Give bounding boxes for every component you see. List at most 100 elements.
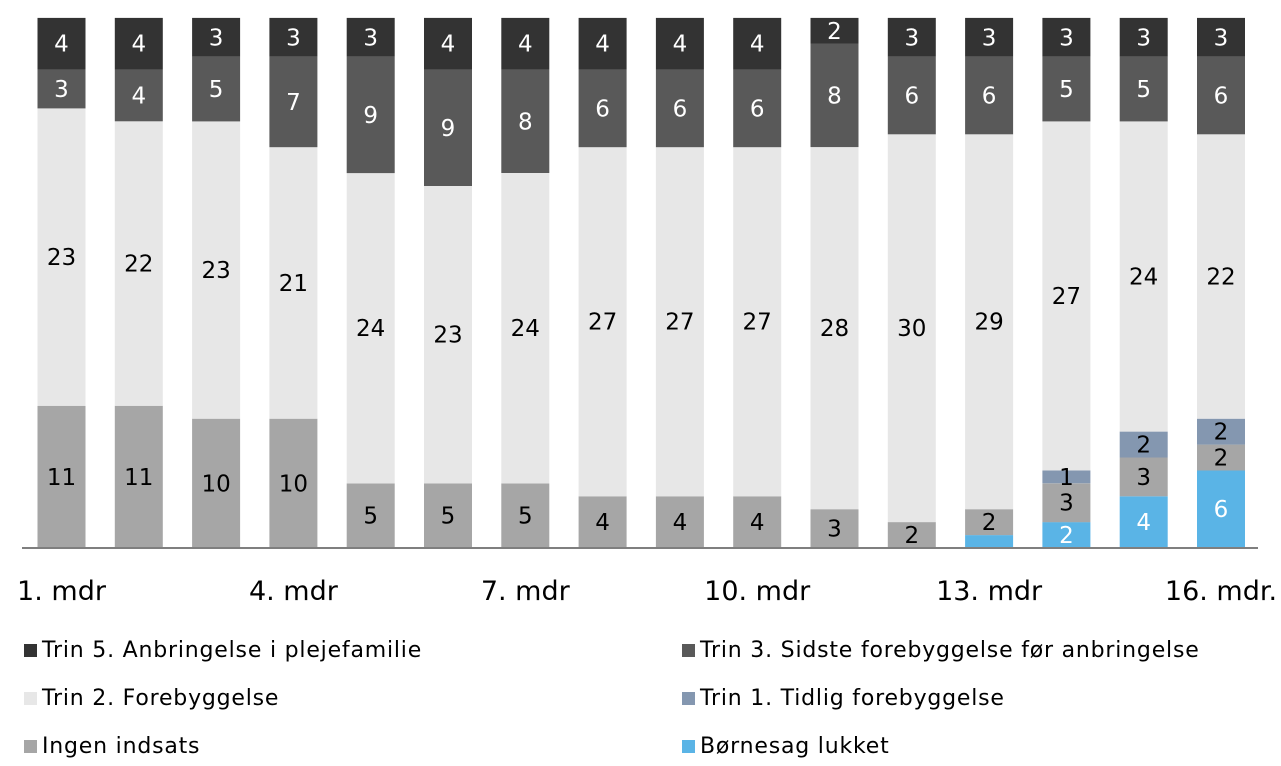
bar-segment-trin-3-sidste-forebyggelse-foer-anbringelse-11 — [810, 43, 859, 148]
data-label-ingen-indsats-15: 3 — [1136, 465, 1151, 491]
bar-segment-trin-5-anbringelse-i-plejefamilie-9 — [655, 17, 704, 70]
bar-segment-trin-5-anbringelse-i-plejefamilie-8 — [578, 17, 627, 70]
bar-segment-ingen-indsats-11 — [810, 509, 859, 548]
bar-segment-trin-2-forebyggelse-16 — [1197, 134, 1245, 419]
data-label-trin-2-forebyggelse-15: 24 — [1129, 265, 1158, 291]
bar-segment-trin-3-sidste-forebyggelse-foer-anbringelse-8 — [578, 69, 627, 148]
bar-segment-trin-2-forebyggelse-7 — [501, 173, 550, 484]
data-label-trin-5-anbringelse-i-plejefamilie-13: 3 — [982, 25, 997, 51]
data-label-trin-5-anbringelse-i-plejefamilie-8: 4 — [595, 32, 610, 58]
data-label-ingen-indsats-12: 2 — [904, 523, 919, 549]
bar-segment-trin-5-anbringelse-i-plejefamilie-7 — [501, 17, 550, 70]
bar-segment-ingen-indsats-2 — [114, 405, 163, 548]
legend-item-boernesag-lukket: Børnesag lukket — [682, 726, 890, 766]
data-label-ingen-indsats-1: 11 — [47, 465, 76, 491]
data-label-trin-2-forebyggelse-6: 23 — [433, 323, 462, 349]
data-label-trin-3-sidste-forebyggelse-foer-anbringelse-10: 6 — [750, 96, 765, 122]
data-label-trin-5-anbringelse-i-plejefamilie-9: 4 — [673, 32, 688, 58]
bar-segment-boernesag-lukket-15 — [1119, 496, 1168, 548]
data-label-trin-5-anbringelse-i-plejefamilie-14: 3 — [1059, 25, 1074, 51]
legend-label-trin-5: Trin 5. Anbringelse i plejefamilie — [42, 637, 423, 663]
data-label-trin-5-anbringelse-i-plejefamilie-5: 3 — [363, 25, 378, 51]
bar-segment-trin-3-sidste-forebyggelse-foer-anbringelse-6 — [424, 69, 472, 186]
bar-segment-trin-5-anbringelse-i-plejefamilie-2 — [114, 17, 163, 70]
legend-item-trin-2: Trin 2. Forebyggelse — [24, 678, 279, 718]
data-label-trin-5-anbringelse-i-plejefamilie-1: 4 — [54, 32, 69, 58]
stacked-bar-chart: 1123341122441023531021735249352394524844… — [17, 17, 1277, 607]
data-label-trin-3-sidste-forebyggelse-foer-anbringelse-3: 5 — [209, 77, 224, 103]
bar-segment-ingen-indsats-9 — [655, 496, 704, 548]
bar-segment-trin-3-sidste-forebyggelse-foer-anbringelse-7 — [501, 69, 550, 173]
data-label-trin-3-sidste-forebyggelse-foer-anbringelse-16: 6 — [1214, 84, 1229, 110]
bar-segment-ingen-indsats-3 — [192, 418, 241, 548]
data-label-trin-5-anbringelse-i-plejefamilie-2: 4 — [131, 32, 146, 58]
legend-label-boernesag-lukket: Børnesag lukket — [700, 733, 890, 759]
data-label-trin-5-anbringelse-i-plejefamilie-4: 3 — [286, 25, 301, 51]
bar-segment-trin-5-anbringelse-i-plejefamilie-13 — [965, 17, 1014, 57]
legend-swatch-trin-1 — [682, 691, 695, 705]
bar-segment-boernesag-lukket-14 — [1042, 522, 1091, 548]
bar-segment-trin-5-anbringelse-i-plejefamilie-4 — [269, 17, 318, 57]
bar-segment-trin-1-tidlig-forebyggelse-16 — [1197, 418, 1245, 445]
data-label-trin-5-anbringelse-i-plejefamilie-3: 3 — [209, 25, 224, 51]
legend-item-trin-1: Trin 1. Tidlig forebyggelse — [682, 678, 1005, 718]
data-label-ingen-indsats-13: 2 — [982, 510, 997, 536]
x-tick-labels-group: 1. mdr 4. mdr 7. mdr 10. mdr 13. mdr 16. mdr. — [17, 576, 1277, 607]
data-label-ingen-indsats-9: 4 — [673, 510, 688, 536]
bar-segment-trin-3-sidste-forebyggelse-foer-anbringelse-14 — [1042, 56, 1091, 122]
bar-segment-trin-5-anbringelse-i-plejefamilie-14 — [1042, 17, 1091, 57]
bar-segment-trin-2-forebyggelse-5 — [346, 173, 395, 484]
data-label-ingen-indsats-8: 4 — [595, 510, 610, 536]
data-label-ingen-indsats-4: 10 — [279, 471, 308, 497]
data-label-trin-2-forebyggelse-5: 24 — [356, 316, 385, 342]
data-label-trin-3-sidste-forebyggelse-foer-anbringelse-12: 6 — [904, 84, 919, 110]
bar-segment-trin-3-sidste-forebyggelse-foer-anbringelse-1 — [37, 69, 86, 109]
data-label-trin-3-sidste-forebyggelse-foer-anbringelse-2: 4 — [131, 84, 146, 110]
data-label-ingen-indsats-14: 3 — [1059, 491, 1074, 517]
data-label-trin-2-forebyggelse-10: 27 — [743, 310, 772, 336]
data-label-trin-2-forebyggelse-16: 22 — [1206, 265, 1235, 291]
bar-segment-ingen-indsats-5 — [346, 483, 395, 549]
bar-segment-trin-3-sidste-forebyggelse-foer-anbringelse-9 — [655, 69, 704, 148]
bar-segment-ingen-indsats-12 — [887, 522, 936, 548]
data-label-ingen-indsats-6: 5 — [441, 504, 456, 530]
bar-segment-ingen-indsats-4 — [269, 418, 318, 548]
bar-segment-trin-1-tidlig-forebyggelse-14 — [1042, 470, 1091, 484]
bar-segment-trin-1-tidlig-forebyggelse-15 — [1119, 431, 1168, 458]
data-label-ingen-indsats-11: 3 — [827, 517, 842, 543]
data-label-ingen-indsats-3: 10 — [201, 471, 230, 497]
data-label-trin-2-forebyggelse-9: 27 — [665, 310, 694, 336]
legend-item-ingen-indsats: Ingen indsats — [24, 726, 200, 766]
data-label-trin-3-sidste-forebyggelse-foer-anbringelse-15: 5 — [1136, 77, 1151, 103]
bar-segment-trin-5-anbringelse-i-plejefamilie-1 — [37, 17, 86, 70]
data-label-trin-1-tidlig-forebyggelse-14: 1 — [1059, 465, 1074, 491]
data-label-trin-5-anbringelse-i-plejefamilie-12: 3 — [904, 25, 919, 51]
data-label-trin-5-anbringelse-i-plejefamilie-16: 3 — [1214, 25, 1229, 51]
bar-segment-trin-3-sidste-forebyggelse-foer-anbringelse-16 — [1197, 56, 1245, 135]
x-tick-label-13-mdr: 13. mdr — [936, 576, 1043, 607]
bar-segment-trin-5-anbringelse-i-plejefamilie-11 — [810, 17, 859, 44]
bar-segment-trin-2-forebyggelse-4 — [269, 147, 318, 419]
data-label-trin-2-forebyggelse-4: 21 — [279, 271, 308, 297]
bar-segment-trin-2-forebyggelse-15 — [1119, 121, 1168, 432]
legend-label-trin-3: Trin 3. Sidste forebyggelse før anbringe… — [700, 637, 1200, 663]
data-label-trin-3-sidste-forebyggelse-foer-anbringelse-4: 7 — [286, 90, 301, 116]
bar-segment-ingen-indsats-14 — [1042, 483, 1091, 523]
bar-segment-trin-2-forebyggelse-11 — [810, 147, 859, 510]
data-label-trin-3-sidste-forebyggelse-foer-anbringelse-6: 9 — [441, 116, 456, 142]
data-label-ingen-indsats-2: 11 — [124, 465, 153, 491]
bar-segment-ingen-indsats-15 — [1119, 457, 1168, 497]
data-label-trin-3-sidste-forebyggelse-foer-anbringelse-11: 8 — [827, 84, 842, 110]
bar-segment-trin-5-anbringelse-i-plejefamilie-15 — [1119, 17, 1168, 57]
data-label-trin-1-tidlig-forebyggelse-15: 2 — [1136, 433, 1151, 459]
bar-segment-trin-2-forebyggelse-14 — [1042, 121, 1091, 471]
x-tick-label-16-mdr: 16. mdr. — [1165, 576, 1277, 607]
bar-segment-trin-2-forebyggelse-2 — [114, 121, 163, 406]
bar-segment-trin-3-sidste-forebyggelse-foer-anbringelse-3 — [192, 56, 241, 122]
data-label-boernesag-lukket-15: 4 — [1136, 510, 1151, 536]
bar-segment-trin-2-forebyggelse-6 — [424, 186, 472, 484]
data-label-trin-2-forebyggelse-8: 27 — [588, 310, 617, 336]
data-label-boernesag-lukket-14: 2 — [1059, 523, 1074, 549]
data-label-ingen-indsats-7: 5 — [518, 504, 533, 530]
x-tick-label-4-mdr: 4. mdr — [249, 576, 339, 607]
